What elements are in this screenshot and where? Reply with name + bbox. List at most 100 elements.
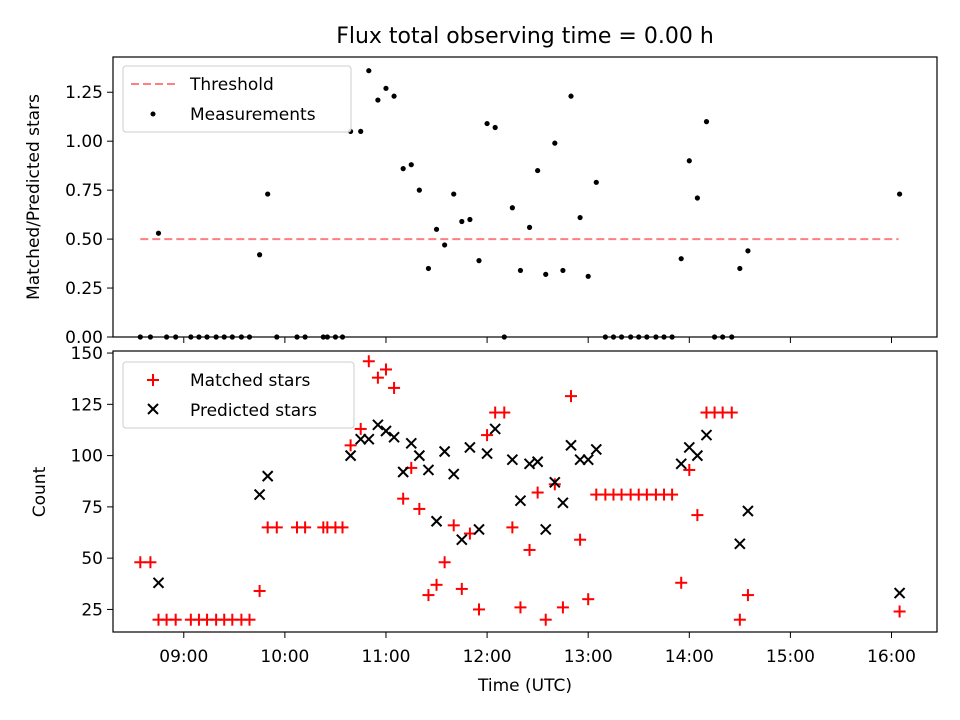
bottom-x-tick-label: 16:00 xyxy=(867,647,916,667)
matched-stars-point xyxy=(472,603,485,616)
measurements-point xyxy=(257,252,263,258)
matched-stars-point xyxy=(506,521,519,534)
measurements-point xyxy=(593,179,599,185)
measurements-point xyxy=(484,120,490,127)
measurements-point xyxy=(492,124,498,131)
measurements-point xyxy=(467,216,473,223)
measurements-point xyxy=(509,205,515,211)
bottom-x-tick-label: 13:00 xyxy=(564,647,613,667)
matched-stars-point xyxy=(371,371,384,384)
bottom-y-tick-label: 150 xyxy=(71,344,103,364)
predicted-stars-point xyxy=(438,445,451,458)
bottom-y-tick-label: 125 xyxy=(71,395,103,415)
measurements-point xyxy=(137,334,143,340)
measurements-point xyxy=(246,334,253,340)
measurements-point xyxy=(720,334,726,340)
measurements-point xyxy=(476,258,482,264)
measurements-point xyxy=(459,218,465,225)
predicted-stars-point xyxy=(422,464,435,476)
predicted-stars-point xyxy=(691,449,704,462)
measurements-point xyxy=(678,256,684,262)
legend-matched-swatch xyxy=(147,374,159,386)
legend-predicted-swatch xyxy=(147,403,159,415)
bottom-y-tick-label: 50 xyxy=(81,549,103,569)
bottom-x-tick-label: 14:00 xyxy=(665,647,714,667)
measurements-point xyxy=(425,265,432,272)
top-chart-title: Flux total observing time = 0.00 h xyxy=(336,24,714,49)
matched-stars-point xyxy=(531,486,544,499)
bottom-x-tick-label: 15:00 xyxy=(766,647,815,667)
top-y-tick-label: 0.25 xyxy=(65,279,103,299)
bottom-legend-box xyxy=(122,361,355,429)
bottom-y-ticks: 25 50 75 100 125 150 xyxy=(71,344,113,620)
predicted-stars-point xyxy=(590,443,602,456)
measurements-point xyxy=(274,334,280,340)
measurements-point xyxy=(517,267,524,274)
predicted-stars-point xyxy=(540,523,552,536)
bottom-legend: Matched stars Predicted stars xyxy=(122,361,355,429)
top-y-ticks: 0.00 0.25 0.50 0.75 1.00 1.25 xyxy=(65,83,113,348)
matched-stars-point xyxy=(169,613,182,626)
measurements-point xyxy=(686,158,692,164)
predicted-stars-point xyxy=(734,538,746,550)
matched-stars-point xyxy=(733,613,746,626)
predicted-stars-point xyxy=(372,419,384,431)
bottom-x-ticks: 09:00 10:00 11:00 12:00 13:00 14:00 15:00 16:00 xyxy=(159,632,916,667)
legend-measurements-label: Measurements xyxy=(190,105,316,125)
matched-stars-point xyxy=(354,422,367,435)
matched-stars-point xyxy=(741,589,754,602)
predicted-stars-point xyxy=(261,470,274,482)
predicted-stars-point xyxy=(531,456,544,468)
predicted-stars-point xyxy=(253,488,266,501)
matched-stars-point xyxy=(270,521,283,534)
predicted-stars-point xyxy=(354,433,367,445)
matched-stars-point xyxy=(397,492,410,505)
measurements-point xyxy=(729,334,735,340)
matched-stars-point xyxy=(336,521,349,534)
predicted-stars-point xyxy=(344,449,357,462)
predicted-stars-point xyxy=(380,425,392,437)
measurements-point xyxy=(375,97,381,103)
measurements-point xyxy=(366,68,372,74)
matched-stars-point xyxy=(675,576,688,589)
measurements-point xyxy=(636,334,642,340)
measurements-point xyxy=(213,334,219,340)
measurements-point xyxy=(238,334,245,340)
legend-measurements-swatch xyxy=(150,111,156,117)
bottom-panel: 25 50 75 100 125 150 09:00 10:00 11:00 12:00 13:0… xyxy=(30,344,938,696)
predicted-stars-point xyxy=(481,447,493,460)
bottom-x-tick-label: 12:00 xyxy=(463,647,512,667)
top-legend-box xyxy=(122,65,352,133)
measurements-point xyxy=(703,119,710,125)
matched-stars-point xyxy=(548,478,561,491)
measurements-point xyxy=(320,334,326,340)
matched-stars-point xyxy=(253,584,266,597)
measurements-point xyxy=(416,187,422,193)
measurements-point xyxy=(163,334,170,340)
matched-stars-point xyxy=(362,355,375,368)
measurements-point xyxy=(188,334,194,340)
top-y-tick-label: 1.25 xyxy=(65,83,103,103)
measurements-point xyxy=(147,334,154,340)
measurements-point xyxy=(543,271,549,277)
measurements-point xyxy=(535,167,541,174)
matched-stars-point xyxy=(514,601,527,614)
matched-stars-point xyxy=(438,556,451,569)
matched-stars-point xyxy=(243,613,256,626)
measurements-point xyxy=(526,224,533,230)
matched-stars-point xyxy=(422,589,435,602)
predicted-stars-point xyxy=(456,533,468,546)
bottom-y-tick-label: 25 xyxy=(81,600,103,620)
matched-stars-point xyxy=(725,406,738,419)
measurements-point xyxy=(644,334,650,340)
predicted-stars-point xyxy=(557,497,569,509)
predicted-stars-point xyxy=(675,458,687,470)
bottom-plot-frame xyxy=(112,350,938,633)
top-plot-frame xyxy=(112,56,938,338)
measurements-point xyxy=(694,195,700,201)
top-legend: Threshold Measurements xyxy=(122,65,352,133)
measurements-point xyxy=(669,334,675,340)
matched-stars-point xyxy=(582,593,595,606)
predicted-stars-point xyxy=(514,495,527,507)
top-series xyxy=(137,68,903,340)
